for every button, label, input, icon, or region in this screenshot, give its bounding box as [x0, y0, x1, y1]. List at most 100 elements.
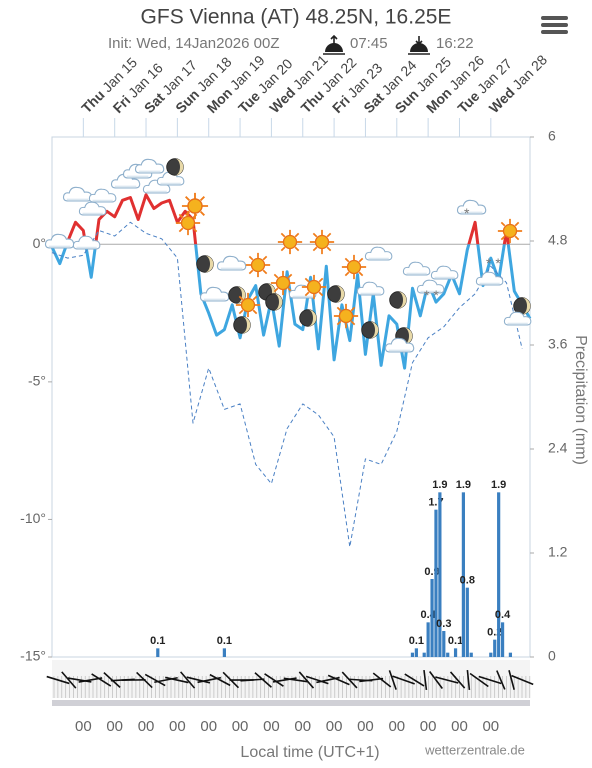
cloud-icon [78, 201, 107, 216]
x-tick-label: 00 [294, 718, 311, 735]
precip-bar [465, 587, 469, 657]
wind-arrow [429, 671, 443, 689]
plot: 0.1 0.1 0.10.40.91.71.90.30.11.90.80.21.90… [48, 136, 534, 658]
temperature-line-above-zero [65, 193, 510, 245]
precip-bar [461, 492, 465, 657]
wind-arrow [435, 676, 459, 684]
wind-arrow [180, 671, 196, 689]
menu-bar [541, 23, 568, 27]
wind-arrow [423, 669, 428, 691]
sun-icon [341, 254, 367, 280]
y2-axis-label: Precipitation (mm) [572, 335, 589, 465]
cloud-icon [456, 199, 487, 215]
sun-icon [497, 218, 523, 244]
y2-tick-label: 2.4 [548, 440, 568, 456]
cloud-icon [199, 286, 230, 302]
sunrise-time: 07:45 [350, 35, 388, 52]
precip-label: 0.1 [448, 635, 463, 647]
precip-bar [442, 631, 446, 657]
plot-frame [51, 136, 531, 658]
sun-icon [301, 274, 327, 300]
subtitle: Init: Wed, 14Jan2026 00Z [108, 35, 280, 52]
wind-arrow [46, 675, 70, 685]
moon-icon [233, 316, 251, 334]
precip-label: 0.1 [150, 635, 165, 647]
x-tick-label: 00 [388, 718, 405, 735]
precip-bar [414, 648, 418, 657]
precip-bar [426, 622, 430, 657]
wind-arrow [359, 677, 384, 683]
cloud-icon [88, 188, 117, 203]
sunrise-icon [323, 34, 345, 55]
sun-icon [235, 292, 261, 318]
wind-arrow [469, 672, 489, 688]
wind-arrow [496, 670, 506, 690]
menu-bar [541, 16, 568, 20]
wind-arrow [61, 671, 77, 689]
precip-bar [438, 492, 442, 657]
date: Jan 28 [509, 51, 550, 92]
wind-arrow [154, 676, 178, 684]
moon-icon [327, 285, 345, 303]
cloud-icon [216, 255, 247, 271]
precip-bar [500, 622, 505, 657]
wind-arrow [392, 675, 415, 685]
wind-arrow [511, 674, 534, 686]
y2-tick-label: 3.6 [548, 336, 568, 352]
precip-bar [422, 652, 426, 657]
precip-label: 0.3 [436, 618, 451, 630]
cloud-icon [134, 158, 165, 174]
moon-icon [389, 291, 407, 309]
x-tick-label: 00 [106, 718, 123, 735]
cloud-icon [402, 261, 431, 276]
wind-arrow [283, 677, 308, 683]
wind-arrow [449, 671, 466, 689]
wind-arrow [272, 677, 297, 683]
wind-arrow [298, 671, 315, 689]
wind-arrow [136, 671, 153, 689]
wind-arrow [466, 669, 471, 691]
x-tick-label: 00 [451, 718, 468, 735]
wind-arrow [478, 675, 502, 685]
x-tick-label: 00 [263, 718, 280, 735]
chart-title: GFS Vienna (AT) 48.25N, 16.25E [141, 6, 452, 29]
wind-arrow [209, 673, 231, 687]
precip-bar [508, 652, 513, 657]
precip-label: 0.8 [460, 575, 475, 587]
wind-arrow [165, 676, 189, 684]
menu-button[interactable] [541, 16, 568, 34]
dashed-temperature-line [51, 221, 523, 548]
wind-arrow [327, 674, 350, 686]
wind-arrow [508, 670, 515, 690]
precip-bar [446, 652, 450, 657]
wind-arrow [240, 678, 265, 682]
x-tick-label: 00 [232, 718, 249, 735]
sunset-icon [408, 36, 430, 55]
wind-arrow [144, 673, 166, 687]
precip-label: 0.4 [420, 609, 436, 621]
precip-bar [453, 648, 458, 657]
snow-icon: * [464, 205, 470, 221]
wind-arrow [305, 675, 329, 685]
y2-tick-label: 0 [548, 648, 556, 664]
y-tick-label: 0° [33, 235, 46, 251]
x-tick-label: 00 [138, 718, 155, 735]
wind-arrows [46, 669, 534, 698]
precip-bar [222, 648, 226, 657]
sun-icon [309, 229, 335, 255]
precip-bar [430, 579, 434, 657]
x-tick-label: 00 [326, 718, 343, 735]
moon-icon [299, 309, 317, 327]
credit: wetterzentrale.de [424, 742, 525, 757]
y2-tick-label: 4.8 [548, 232, 568, 248]
y-tick-label: -10° [20, 510, 46, 526]
wind-arrow [186, 676, 211, 684]
wind-arrow [404, 673, 425, 687]
sunset-time: 16:22 [436, 35, 474, 52]
weekday: Tue [235, 88, 263, 116]
moon-icon [361, 321, 379, 339]
temperature-line [50, 244, 532, 370]
sun-icon [333, 303, 359, 329]
x-tick-label: 00 [75, 718, 92, 735]
x-tick-label: 00 [169, 718, 186, 735]
